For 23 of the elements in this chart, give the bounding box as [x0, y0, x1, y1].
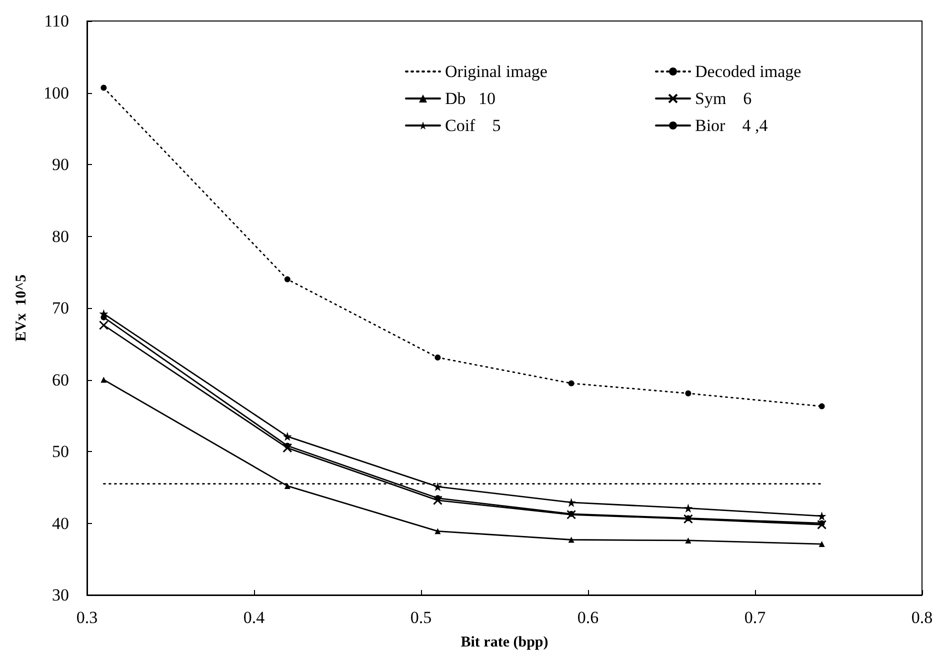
legend-label: Original image [445, 62, 548, 81]
x-tick-label: 0.3 [76, 608, 98, 627]
x-tick-label: 0.5 [410, 608, 432, 627]
legend-label: Decoded image [695, 62, 802, 81]
y-tick-label: 30 [52, 586, 69, 604]
y-tick-label: 110 [44, 12, 69, 30]
legend-label: Db 10 [445, 89, 496, 108]
y-tick-label: 50 [52, 442, 69, 461]
x-tick-label: 0.6 [577, 608, 599, 627]
y-tick-label: 90 [52, 155, 69, 174]
y-axis-title: EVx 10^5 [14, 274, 30, 342]
legend-label: Sym 6 [695, 89, 752, 108]
x-tick-label: 0.7 [744, 608, 766, 627]
x-tick-label: 0.4 [243, 608, 266, 627]
y-tick-label: 80 [52, 226, 69, 246]
y-tick-label: 60 [52, 370, 69, 390]
legend-label: Bior 4 ,4 [695, 116, 768, 135]
x-tick-label: 0.8 [911, 608, 933, 627]
legend-label: Coif 5 [445, 116, 501, 135]
y-tick-label: 40 [52, 514, 69, 533]
y-tick-label: 100 [44, 83, 69, 102]
x-axis-title: Bit rate (bpp) [460, 634, 548, 650]
y-tick-label: 70 [52, 298, 69, 318]
